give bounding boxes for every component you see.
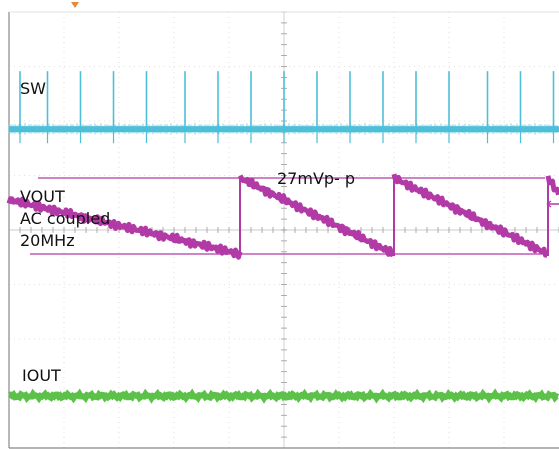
vout-bandwidth-label: 20MHz bbox=[20, 231, 75, 250]
iout-channel-label: IOUT bbox=[22, 366, 61, 385]
vout-channel-label: VOUT bbox=[20, 187, 65, 206]
vout-ramp bbox=[391, 173, 548, 258]
iout-trace bbox=[8, 388, 559, 404]
sw-noise bbox=[8, 123, 558, 135]
ripple-cursor-arrow bbox=[546, 200, 559, 208]
vout-ramp bbox=[237, 174, 396, 258]
vout-ramp bbox=[6, 196, 243, 260]
ripple-annotation: 27mVp- p bbox=[277, 169, 355, 188]
vout-coupling-label: AC coupled bbox=[20, 209, 110, 228]
channel-labels: SW VOUT AC coupled 20MHz IOUT 27mVp- p bbox=[20, 79, 355, 385]
sw-channel-label: SW bbox=[20, 79, 46, 98]
traces bbox=[6, 71, 559, 404]
vout-ramp bbox=[545, 175, 559, 196]
trigger-marker bbox=[71, 2, 79, 8]
